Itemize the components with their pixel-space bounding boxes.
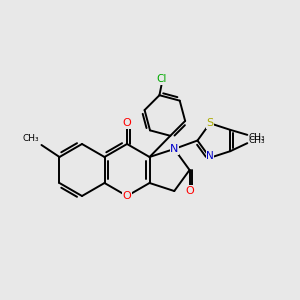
Text: O: O [185,186,194,196]
Text: N: N [206,151,214,161]
Text: CH₃: CH₃ [248,136,265,145]
Text: CH₃: CH₃ [248,133,265,142]
Text: CH₃: CH₃ [23,134,40,143]
Text: N: N [170,144,178,154]
Text: S: S [206,118,214,128]
Text: O: O [123,191,131,201]
Text: O: O [123,118,131,128]
Text: Cl: Cl [156,74,167,84]
